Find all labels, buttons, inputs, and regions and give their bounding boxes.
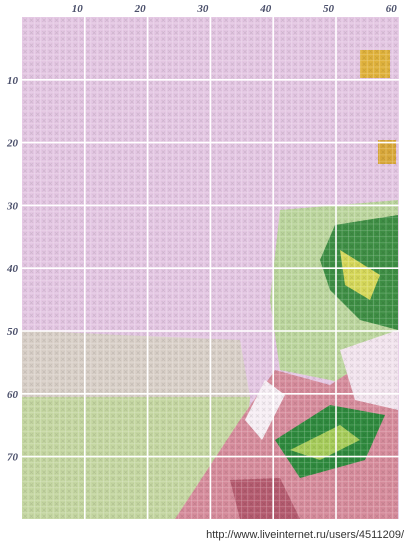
column-label: 60 [386,3,398,15]
column-label: 40 [259,3,272,15]
row-label: 60 [7,389,19,401]
row-label: 70 [7,452,19,464]
pattern-grid [22,17,399,519]
labels: 10 20 30 40 50 60 10 20 30 40 50 60 70 [6,3,397,464]
row-label: 30 [6,200,19,212]
column-label: 10 [72,3,84,15]
column-label: 50 [323,3,335,15]
row-label: 10 [7,75,19,87]
row-label: 50 [7,326,19,338]
column-label: 30 [196,3,209,15]
column-label: 20 [134,3,147,15]
watermark: http://www.liveinternet.ru/users/4511209… [206,529,405,541]
row-label: 40 [6,263,19,275]
major-grid [22,17,399,519]
row-label: 20 [6,138,19,150]
